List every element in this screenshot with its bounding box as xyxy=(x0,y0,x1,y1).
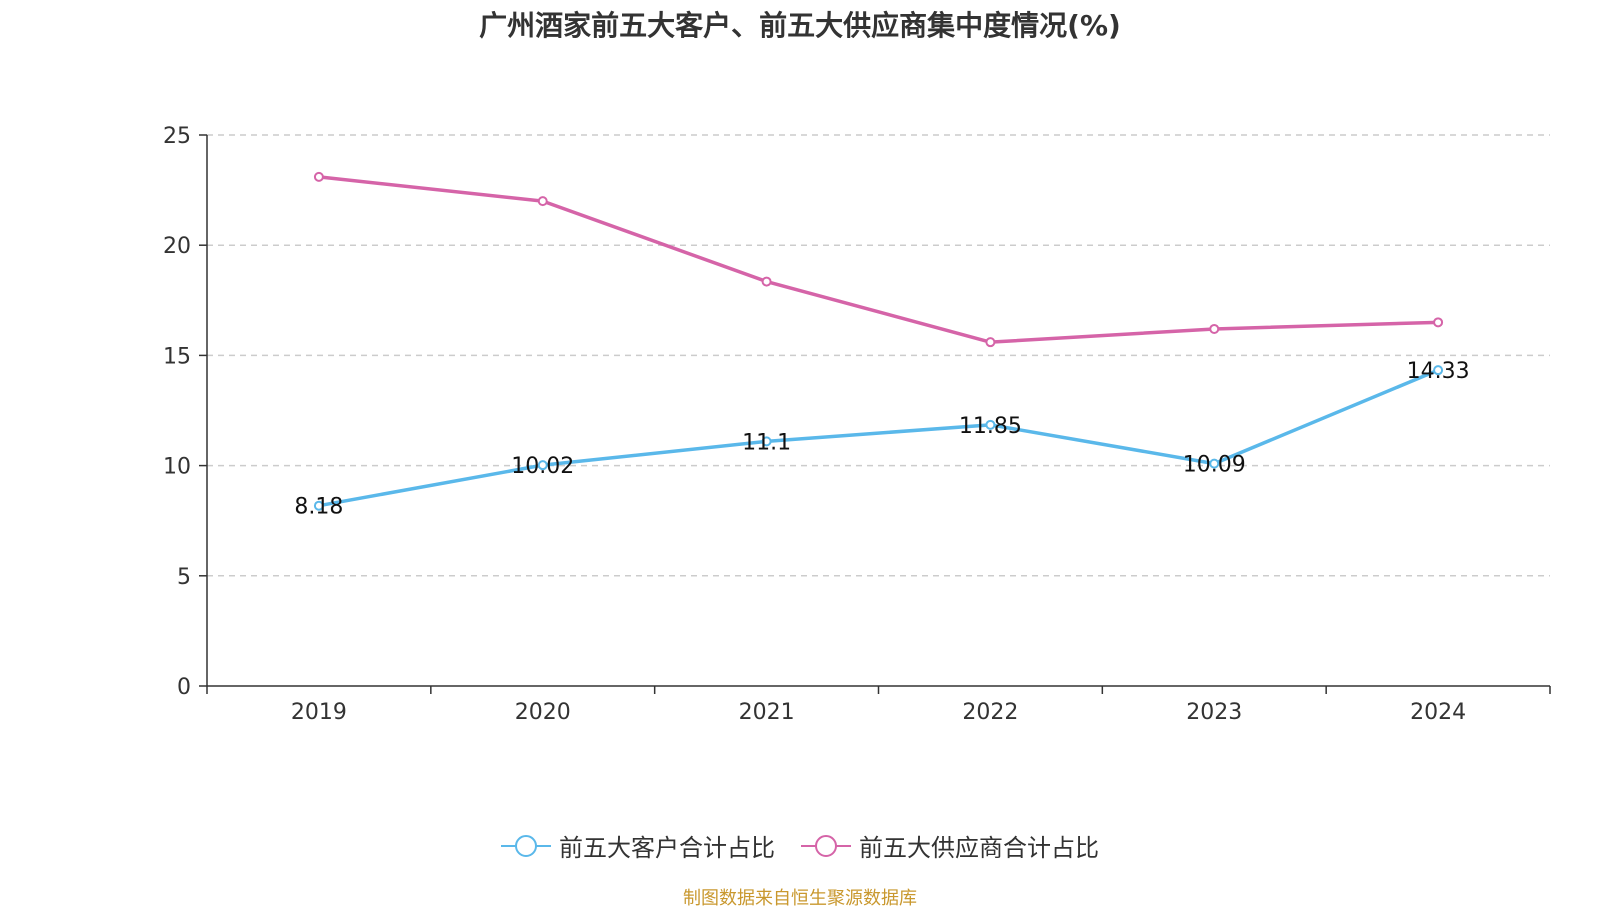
y-tick-label: 0 xyxy=(177,675,191,700)
data-label: 10.09 xyxy=(1183,453,1246,478)
data-point xyxy=(1433,365,1444,376)
data-point xyxy=(537,196,548,207)
source-note: 制图数据来自恒生聚源数据库 xyxy=(683,888,917,909)
data-label: 14.33 xyxy=(1407,359,1470,384)
data-point xyxy=(761,276,772,287)
y-tick-label: 5 xyxy=(177,565,191,590)
legend-label-customers: 前五大客户合计占比 xyxy=(559,834,775,862)
series-line-1 xyxy=(318,175,1439,344)
legend-line-circle-icon xyxy=(501,834,551,857)
data-point xyxy=(313,171,324,182)
data-point xyxy=(1433,317,1444,328)
data-label: 10.02 xyxy=(511,454,574,479)
y-tick-label: 15 xyxy=(163,344,191,369)
data-point xyxy=(537,460,548,471)
data-point xyxy=(313,500,324,511)
series-line-0 xyxy=(318,368,1439,508)
data-point xyxy=(761,436,772,447)
data-label: 8.18 xyxy=(294,495,343,520)
x-tick-label: 2024 xyxy=(1410,700,1466,725)
legend-label-suppliers: 前五大供应商合计占比 xyxy=(859,834,1099,862)
legend: 前五大客户合计占比 前五大供应商合计占比 xyxy=(0,828,1600,863)
y-tick-label: 10 xyxy=(163,455,191,480)
x-tick-label: 2022 xyxy=(962,700,1018,725)
y-tick-label: 25 xyxy=(163,124,191,149)
y-tick-label: 20 xyxy=(163,234,191,259)
axes: 0 5 10 15 20 25 2019 2020 2021 2022 2023 2024 xyxy=(163,124,1551,725)
series-lines xyxy=(313,171,1444,511)
legend-item-suppliers[interactable]: 前五大供应商合计占比 xyxy=(801,828,1099,863)
data-labels: 8.18 10.02 11.1 11.85 10.09 14.33 xyxy=(294,359,1469,520)
legend-line-circle-icon xyxy=(801,834,851,857)
data-label: 11.1 xyxy=(742,430,791,455)
data-point xyxy=(1209,458,1220,469)
x-tick-label: 2020 xyxy=(515,700,571,725)
x-tick-label: 2023 xyxy=(1186,700,1242,725)
x-tick-label: 2021 xyxy=(739,700,795,725)
chart-title: 广州酒家前五大客户、前五大供应商集中度情况(%) xyxy=(479,9,1121,42)
data-point xyxy=(985,337,996,348)
data-point xyxy=(1209,323,1220,334)
data-point xyxy=(985,419,996,430)
grid-lines xyxy=(207,134,1550,577)
x-tick-label: 2019 xyxy=(291,700,347,725)
data-label: 11.85 xyxy=(959,414,1022,439)
legend-item-customers[interactable]: 前五大客户合计占比 xyxy=(501,828,775,863)
